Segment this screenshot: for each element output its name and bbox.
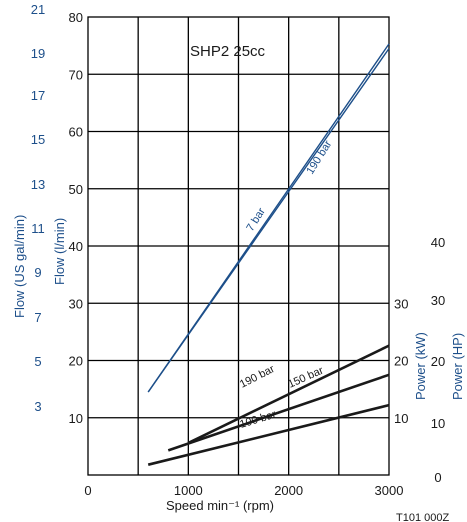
y-tick-label-flow-lmin: 30 (69, 296, 83, 311)
power-line-100bar (147, 403, 390, 466)
y-tick-label-flow-lmin: 40 (69, 239, 83, 254)
y-tick-label-flow-lmin: 50 (69, 182, 83, 197)
y-axis-label-power-kw: Power (kW) (413, 332, 428, 400)
y-tick-labels-power-kw: 10 20 30 (394, 296, 408, 426)
y-tick-labels-power-hp: 0 10 20 30 40 (431, 235, 445, 485)
y-axis-label-flow-usgal: Flow (US gal/min) (12, 215, 27, 318)
y-tick-label-flow-usgal: 7 (34, 310, 41, 325)
x-tick-label: 2000 (274, 483, 303, 498)
y-tick-label-power-hp: 30 (431, 293, 445, 308)
power-line-190bar (187, 344, 390, 445)
power-series-group (147, 344, 390, 466)
y-axis-label-flow-lmin: Flow (l/min) (52, 218, 67, 285)
y-tick-label-flow-lmin: 10 (69, 411, 83, 426)
x-tick-label: 0 (84, 483, 91, 498)
y-tick-label-flow-lmin: 60 (69, 125, 83, 140)
y-tick-label-flow-usgal: 21 (31, 2, 45, 17)
y-tick-label-power-hp: 10 (431, 416, 445, 431)
y-tick-label-flow-lmin: 70 (69, 67, 83, 82)
y-tick-label-flow-usgal: 17 (31, 88, 45, 103)
y-tick-label-flow-usgal: 13 (31, 177, 45, 192)
y-tick-label-power-hp: 20 (431, 354, 445, 369)
x-tick-label: 3000 (375, 483, 404, 498)
y-tick-label-flow-usgal: 19 (31, 46, 45, 61)
y-tick-label-power-kw: 10 (394, 411, 408, 426)
label-flow-7bar: 7 bar (244, 206, 268, 234)
x-axis-label: Speed min⁻¹ (rpm) (166, 498, 274, 513)
y-tick-label-power-hp: 0 (434, 470, 441, 485)
y-tick-label-power-hp: 40 (431, 235, 445, 250)
power-line-150bar (167, 373, 390, 452)
y-axis-label-power-hp: Power (HP) (450, 333, 465, 400)
y-tick-label-flow-usgal: 9 (34, 265, 41, 280)
y-tick-label-flow-lmin: 20 (69, 354, 83, 369)
flow-series-group (147, 43, 390, 393)
y-tick-labels-flow-lmin: 10 20 30 40 50 60 70 80 (69, 10, 83, 426)
y-tick-label-flow-usgal: 11 (31, 221, 45, 236)
y-tick-labels-flow-usgal: 3 5 7 9 11 13 15 17 19 21 (31, 2, 45, 414)
y-tick-label-flow-usgal: 5 (34, 354, 41, 369)
y-tick-label-power-kw: 20 (394, 354, 408, 369)
label-power-100bar: 100 bar (238, 408, 278, 430)
y-tick-label-flow-lmin: 80 (69, 10, 83, 25)
y-tick-label-flow-usgal: 3 (34, 399, 41, 414)
y-tick-label-flow-usgal: 15 (31, 132, 45, 147)
y-tick-label-power-kw: 30 (394, 296, 408, 311)
chart-title: SHP2 25cc (190, 43, 266, 60)
label-power-190bar: 190 bar (238, 363, 277, 391)
x-tick-label: 1000 (174, 483, 203, 498)
x-tick-labels: 0 1000 2000 3000 (84, 483, 403, 498)
flow-line-190bar (147, 43, 390, 393)
figure-code: T101 000Z (396, 512, 449, 522)
plot-grid (87, 16, 390, 476)
